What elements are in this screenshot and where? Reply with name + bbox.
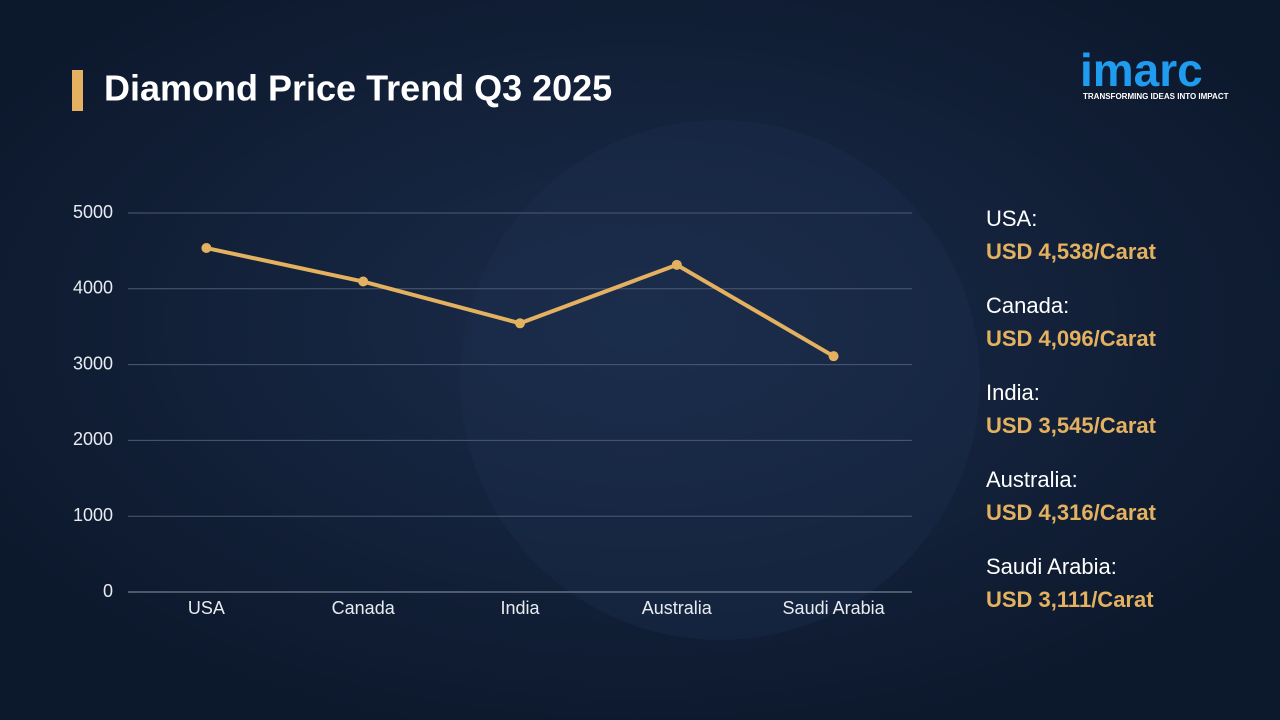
x-tick-label: Canada [332, 598, 396, 618]
value-label: USD 4,316/Carat [986, 500, 1157, 525]
data-point [671, 259, 682, 270]
side-label: Canada: [986, 293, 1069, 318]
y-tick-label: 3000 [73, 353, 113, 373]
logo-tagline: TRANSFORMING IDEAS INTO IMPACT [1083, 92, 1229, 101]
x-tick-label: India [500, 598, 540, 618]
y-tick-label: 5000 [73, 202, 113, 222]
logo: imarc [1080, 44, 1203, 96]
y-tick-label: 4000 [73, 278, 113, 298]
y-tick-label: 0 [103, 581, 113, 601]
y-tick-label: 1000 [73, 505, 113, 525]
side-label: USA: [986, 206, 1037, 231]
value-label: USD 3,111/Carat [986, 587, 1154, 612]
data-point [515, 318, 525, 329]
side-label: Saudi Arabia: [986, 554, 1117, 579]
x-tick-label: Saudi Arabia [783, 598, 886, 618]
value-label: USD 3,545/Carat [986, 413, 1157, 438]
title-bar [72, 70, 83, 111]
x-tick-label: Australia [642, 598, 713, 618]
data-point [828, 351, 839, 362]
chart-title: Diamond Price Trend Q3 2025 [104, 68, 612, 109]
data-point [358, 276, 369, 287]
value-label: USD 4,538/Carat [986, 239, 1157, 264]
value-label: USD 4,096/Carat [986, 326, 1157, 351]
side-label: Australia: [986, 467, 1078, 492]
side-label: India: [986, 380, 1040, 405]
data-point [201, 243, 212, 254]
diamond-backdrop [460, 120, 980, 640]
y-tick-label: 2000 [73, 429, 113, 449]
x-tick-label: USA [188, 598, 225, 618]
